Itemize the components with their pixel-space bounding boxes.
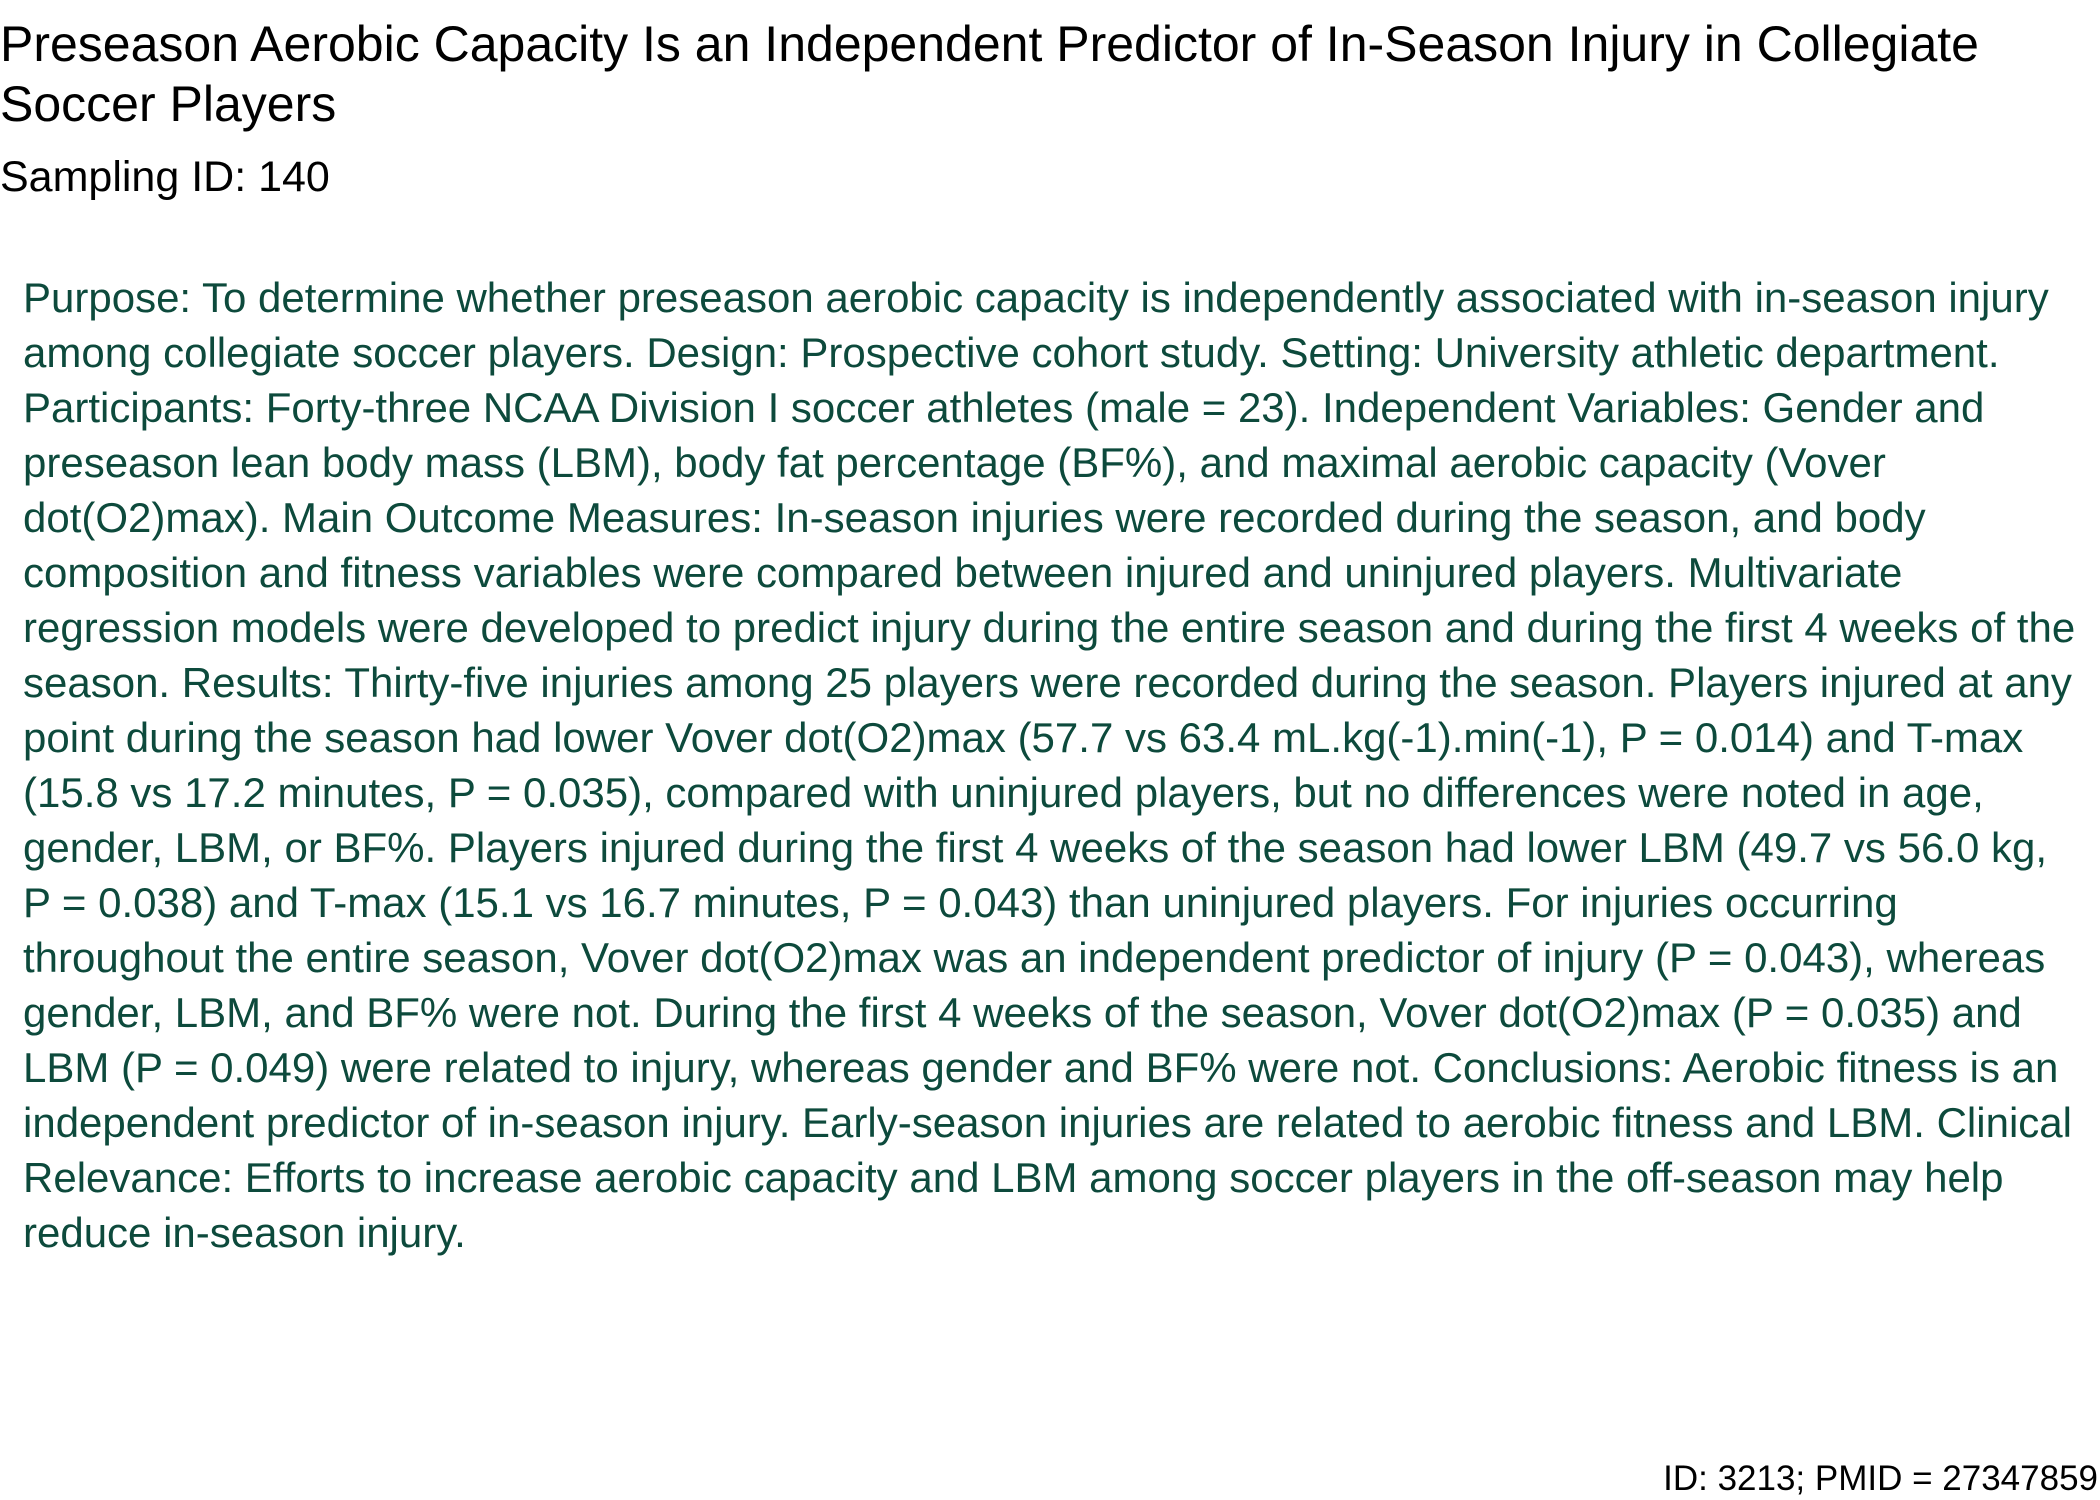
abstract-text: Purpose: To determine whether preseason … <box>23 274 2076 1256</box>
paper-title: Preseason Aerobic Capacity Is an Indepen… <box>0 16 1979 132</box>
record-id: ID: 3213; PMID = 27347859 <box>1663 1459 2098 1498</box>
sampling-id: Sampling ID: 140 <box>0 153 330 201</box>
